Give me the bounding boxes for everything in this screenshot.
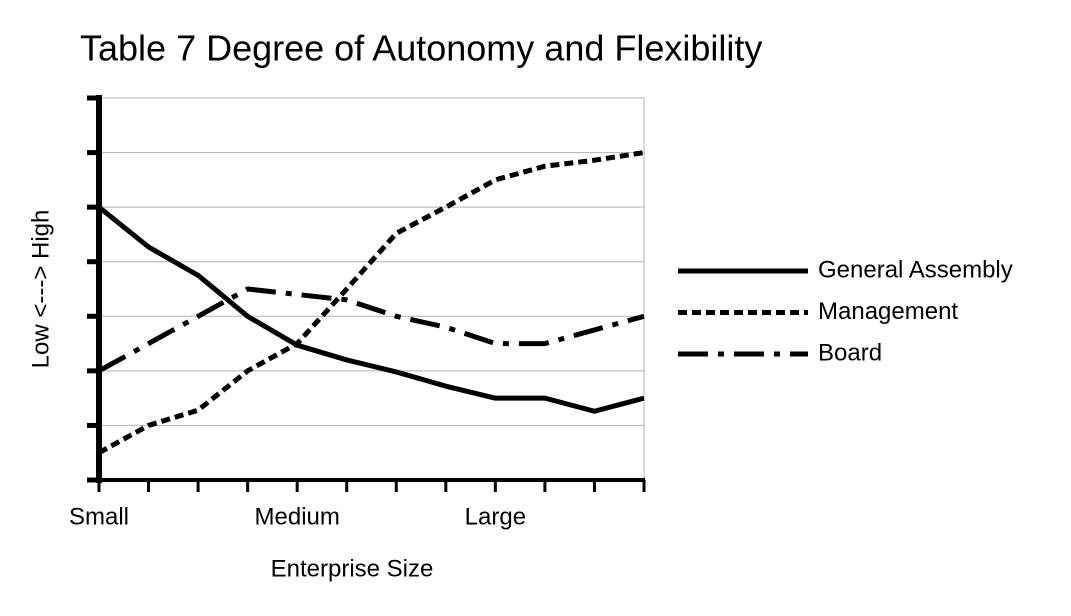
series-line [97, 150, 645, 455]
legend-label: Board [818, 339, 882, 366]
y-axis-label: Low <---> High [27, 210, 54, 369]
series-line [97, 286, 645, 374]
chart-title: Table 7 Degree of Autonomy and Flexibili… [80, 28, 762, 69]
x-axis-label: Enterprise Size [271, 555, 434, 582]
legend-label: Management [818, 298, 958, 325]
legend-label: General Assembly [818, 256, 1013, 283]
x-tick-label: Large [465, 503, 526, 530]
x-tick-label: Medium [255, 503, 340, 530]
series-line [97, 205, 645, 414]
x-tick-label: Small [69, 503, 129, 530]
